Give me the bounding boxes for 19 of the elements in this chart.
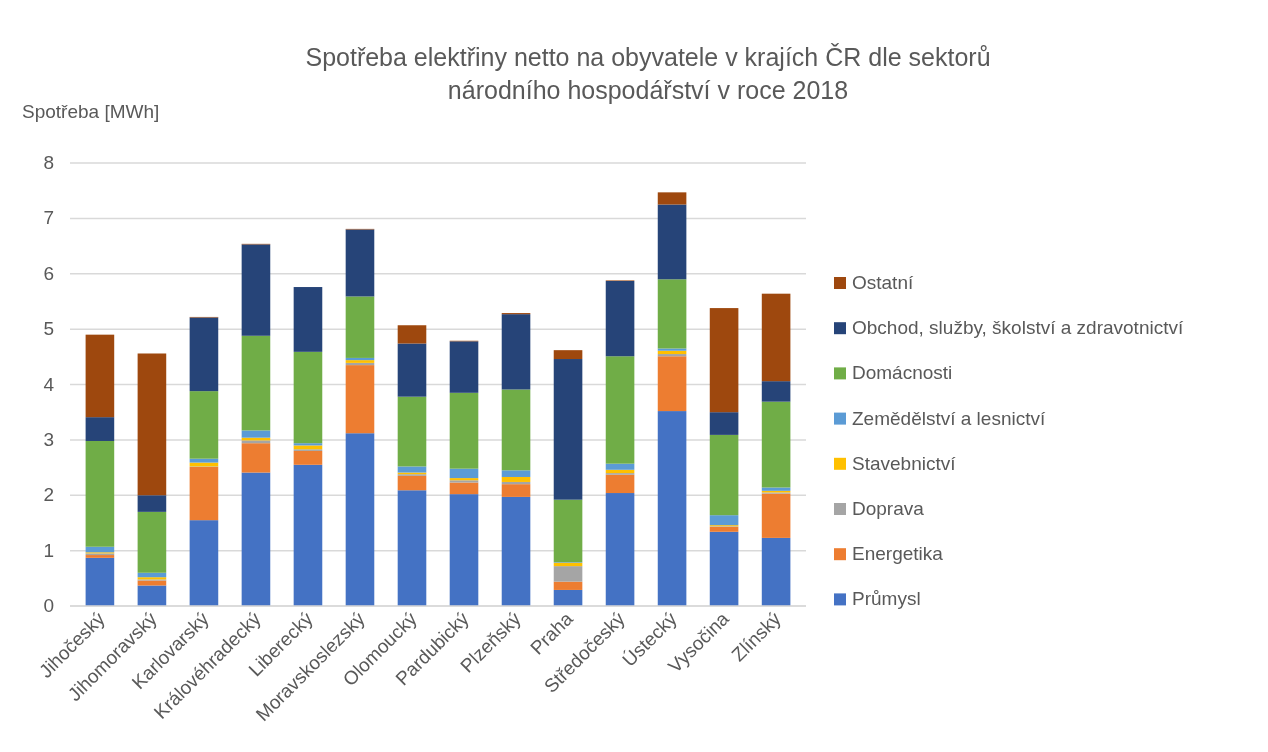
legend-label: Zemědělství a lesnictví [852, 407, 1046, 429]
y-tick-label: 2 [43, 484, 54, 506]
chart-title: Spotřeba elektřiny netto na obyvatele v krajích ČR dle sektorů národního hospodářství v roce 2018 [305, 43, 991, 104]
y-tick-label: 6 [43, 262, 54, 284]
y-tick-label: 7 [43, 207, 54, 229]
legend-label: Stavebnictví [852, 452, 957, 474]
legend-label: Ostatní [852, 272, 914, 293]
legend-label: Obchod, služby, školství a zdravotnictví [852, 317, 1184, 339]
legend-label: Domácnosti [852, 362, 953, 384]
y-tick-label: 3 [43, 428, 54, 450]
legend-label: Energetika [852, 543, 944, 565]
y-tick-label: 8 [43, 152, 54, 173]
y-tick-label: 1 [43, 539, 54, 561]
legend-label: Průmysl [852, 588, 921, 610]
y-tick-label: 5 [43, 318, 54, 340]
y-tick-label: 4 [43, 373, 55, 395]
y-tick-label: 0 [43, 595, 54, 616]
y-axis-title: Spotřeba [MWh] [22, 101, 160, 122]
legend-label: Doprava [852, 498, 925, 519]
